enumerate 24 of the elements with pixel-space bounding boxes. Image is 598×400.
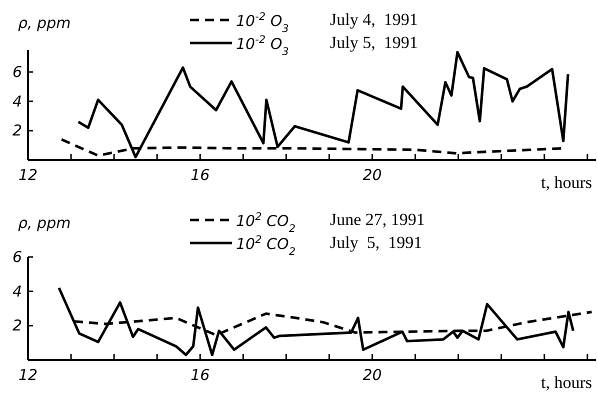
x-axis-title: t, hours <box>541 373 592 392</box>
legend-label: 10$^{-2}$ O$_{3}$ <box>236 11 289 35</box>
x-tick-label: 12 <box>18 366 38 384</box>
y-tick-label: 4 <box>12 92 22 110</box>
x-axis-title: t, hours <box>541 173 592 192</box>
y-axis-title: ρ, ppm <box>18 214 71 232</box>
x-tick-label: 20 <box>362 366 382 384</box>
text: July 4, 1991 <box>330 10 418 29</box>
text: June 27, 1991 <box>330 210 425 229</box>
legend-label: 10$^{-2}$ O$_{3}$ <box>236 34 289 58</box>
y-tick-label: 6 <box>12 63 22 81</box>
x-tick-label: 16 <box>190 366 210 384</box>
y-axis-title: ρ, ppm <box>18 14 71 32</box>
y-tick-label: 6 <box>12 248 22 266</box>
legend-label: 10$^{2}$ CO$_{2}$ <box>236 211 296 235</box>
legend-label: 10$^{2}$ CO$_{2}$ <box>236 234 296 258</box>
text: July 5, 1991 <box>330 233 422 252</box>
x-tick-label: 20 <box>362 166 382 184</box>
x-tick-label: 16 <box>190 166 210 184</box>
y-tick-label: 4 <box>12 282 22 300</box>
y-tick-label: 2 <box>12 316 22 335</box>
annotation: July 5, 1991 <box>330 33 418 52</box>
y-tick-label: 2 <box>12 122 22 140</box>
x-tick-label: 12 <box>18 166 38 184</box>
